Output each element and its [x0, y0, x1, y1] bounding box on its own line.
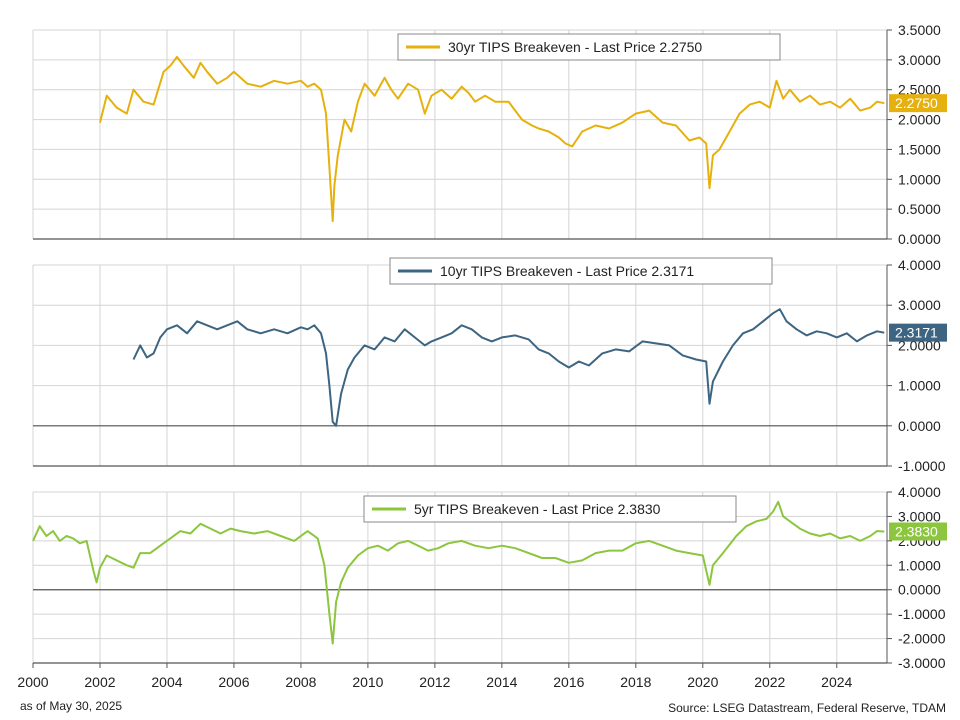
panel-1: 3.5000 3.0000 2.5000 2.0000 1.5000 1.0000 0.50…	[32, 22, 947, 247]
x-tick-label: 2014	[486, 674, 517, 690]
x-tick-label: 2000	[17, 674, 48, 690]
last-value-tag	[889, 323, 947, 342]
panel-2: 4.00003.00002.00001.00000.0000-1.00002.3…	[32, 257, 947, 474]
x-tick-label: 2024	[821, 674, 852, 690]
x-tick-label: 2002	[84, 674, 115, 690]
y-tick-label: 3.0000	[898, 297, 941, 313]
legend-label: 10yr TIPS Breakeven - Last Price 2.3171	[440, 263, 694, 279]
legend-box	[363, 495, 737, 523]
y-tick-label: 1.5000	[898, 141, 941, 157]
source-note: Source: LSEG Datastream, Federal Reserve…	[668, 701, 946, 715]
x-tick-label: 2018	[620, 674, 651, 690]
last-value-label: 2.3830	[895, 524, 938, 540]
y-tick-label: 3.0000	[898, 508, 941, 524]
series-line	[32, 500, 885, 645]
x-tick-label: 2020	[687, 674, 718, 690]
series-line	[99, 55, 885, 223]
y-tick-label: -3.0000	[898, 655, 946, 671]
as-of-date-note: as of May 30, 2025	[20, 699, 123, 713]
y-tick-label: 1.0000	[898, 378, 941, 394]
y-tick-label: -2.0000	[898, 631, 946, 647]
x-tick-label: 2006	[218, 674, 249, 690]
y-tick-label: 0.0000	[898, 231, 941, 247]
y-tick-label: -1.0000	[898, 606, 946, 622]
x-tick-label: 2004	[151, 674, 182, 690]
y-tick-label: 0.0000	[898, 418, 941, 434]
last-value-label: 2.2750	[895, 95, 938, 111]
series-line	[132, 308, 885, 427]
legend-box	[389, 257, 773, 285]
y-tick-label: 3.5000	[898, 22, 941, 38]
last-value-tag	[889, 522, 947, 541]
x-tick-label: 2008	[285, 674, 316, 690]
y-tick-label: 4.0000	[898, 484, 941, 500]
y-tick-label: 4.0000	[898, 257, 941, 273]
legend-box	[397, 33, 781, 61]
y-tick-label: -1.0000	[898, 458, 946, 474]
x-tick-label: 2012	[419, 674, 450, 690]
x-tick-label: 2016	[553, 674, 584, 690]
x-tick-label: 2022	[754, 674, 785, 690]
legend-label: 5yr TIPS Breakeven - Last Price 2.3830	[414, 501, 661, 517]
y-tick-label: 2.0000	[898, 112, 941, 128]
y-tick-label: 3.0000	[898, 52, 941, 68]
x-axis: 2000 2002 2004 2006 2008 2010 2012 2014 2016 2018…	[17, 663, 853, 690]
y-tick-label: 0.0000	[898, 582, 941, 598]
y-tick-label: 1.0000	[898, 557, 941, 573]
last-value-label: 2.3171	[895, 325, 938, 341]
legend-label: 30yr TIPS Breakeven - Last Price 2.2750	[448, 39, 702, 55]
y-tick-label: 0.5000	[898, 201, 941, 217]
y-tick-label: 1.0000	[898, 171, 941, 187]
chart-panels: 3.5000 3.0000 2.5000 2.0000 1.5000 1.0000 0.50…	[32, 22, 947, 671]
y-tick-label: 2.5000	[898, 82, 941, 98]
last-value-tag	[889, 94, 947, 113]
panel-3: 4.00003.00002.00001.00000.0000-1.0000-2.…	[32, 484, 947, 671]
x-tick-label: 2010	[352, 674, 383, 690]
